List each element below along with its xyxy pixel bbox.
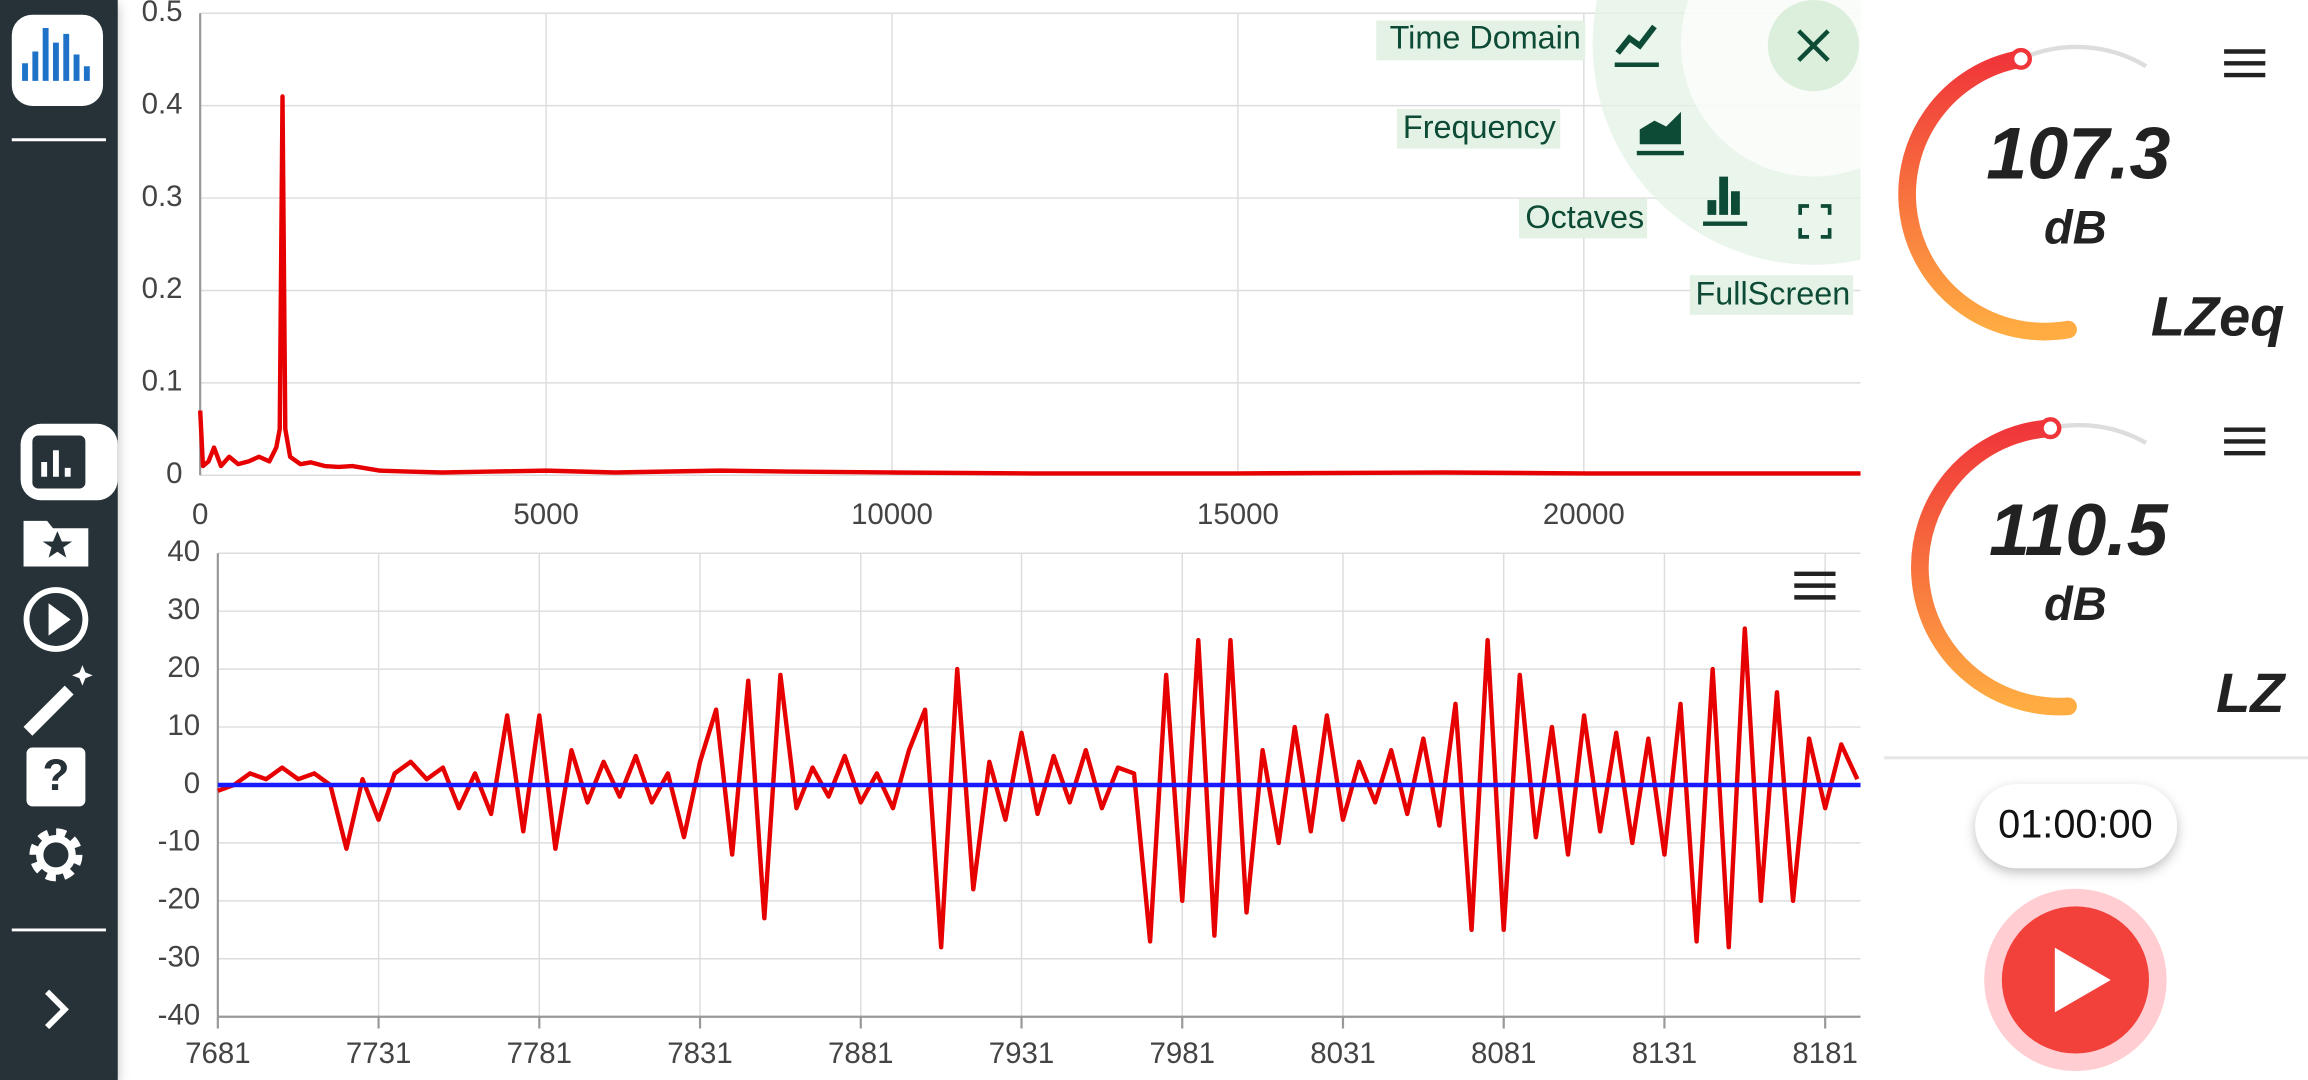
gauge-track (2020, 44, 2148, 69)
y-tick-label: 0.2 (142, 272, 183, 305)
y-tick-label: 0.5 (142, 0, 183, 28)
nav-help[interactable] (26, 747, 86, 807)
x-tick-label: 15000 (1197, 498, 1279, 531)
gauge-arc (1898, 50, 2077, 341)
y-tick-label: 30 (167, 593, 200, 626)
timer: 01:00:00 (1998, 802, 2153, 846)
x-tick-label: 8031 (1310, 1037, 1375, 1070)
x-tick-label: 8181 (1792, 1037, 1857, 1070)
menu-label-bg (1396, 108, 1561, 149)
y-tick-label: 0 (166, 457, 182, 490)
meter-panel: 107.3 dB LZeq 110.5 dB LZ 01:00:00 (1884, 44, 2308, 1072)
settings-icon (36, 835, 76, 875)
meter-unit: dB (2044, 200, 2107, 253)
menu-label-bg (1376, 20, 1586, 61)
meter: 110.5 dB LZ (1911, 417, 2286, 724)
y-tick-label: 0.3 (142, 180, 183, 213)
menu-item[interactable]: FullScreen (1696, 275, 1851, 311)
x-tick-label: 7731 (346, 1037, 411, 1070)
expand-button[interactable] (45, 989, 69, 1030)
y-tick-label: 20 (167, 651, 200, 684)
play-icon (2054, 947, 2111, 1013)
logo-bars (22, 27, 90, 81)
meter-value: 107.3 (1986, 111, 2170, 194)
y-tick-label: 0 (184, 767, 200, 800)
chart-menu: Time Domain Frequency Octaves FullScreen (1376, 0, 1861, 315)
gauge-knob (2039, 417, 2062, 440)
meter-label: LZ (2216, 661, 2286, 724)
play-icon (48, 603, 71, 636)
charts-icon (41, 450, 71, 477)
meter-value: 110.5 (1989, 488, 2169, 571)
x-tick-label: 10000 (851, 498, 933, 531)
data-line (217, 626, 1860, 950)
menu-item[interactable]: Time Domain (1390, 19, 1581, 55)
x-tick-label: 7881 (828, 1037, 893, 1070)
y-tick-label: 0.1 (142, 365, 183, 398)
close-icon (1797, 29, 1830, 62)
x-tick-label: 7981 (1150, 1037, 1215, 1070)
menu-item[interactable]: Frequency (1403, 109, 1557, 145)
x-tick-label: 20000 (1543, 498, 1625, 531)
gauge-arc (1911, 419, 2077, 716)
gauge-track (2049, 422, 2148, 445)
meter-menu[interactable] (2224, 49, 2266, 78)
sparkle-icon (72, 665, 93, 686)
menu-label-bg (1519, 198, 1648, 239)
x-tick-label: 7931 (989, 1037, 1054, 1070)
y-tick-label: -40 (158, 999, 201, 1032)
x-tick-label: 8131 (1632, 1037, 1697, 1070)
fullscreen-icon[interactable] (1798, 204, 1832, 239)
timer-pill[interactable] (1975, 784, 2177, 869)
y-tick-label: 10 (167, 709, 200, 742)
menu-item[interactable]: Octaves (1525, 199, 1644, 235)
data-line (197, 94, 1861, 476)
y-tick-label: 40 (167, 535, 200, 568)
help-icon: ? (42, 751, 69, 800)
sidebar: ? (0, 0, 118, 1080)
x-tick-label: 7831 (667, 1037, 732, 1070)
star-icon (42, 531, 73, 558)
meter: 107.3 dB LZeq (1898, 44, 2285, 348)
chart-options-button[interactable] (1794, 571, 1836, 600)
x-tick-label: 5000 (513, 498, 578, 531)
meter-unit: dB (2044, 577, 2107, 630)
nav-playback[interactable] (23, 587, 89, 652)
meter-label: LZeq (2151, 285, 2285, 348)
nav-tools[interactable] (23, 685, 74, 736)
x-tick-label: 0 (192, 498, 208, 531)
y-tick-label: -10 (158, 825, 201, 858)
gauge-knob (2009, 47, 2033, 70)
nav-settings[interactable] (29, 828, 83, 882)
x-tick-label: 8081 (1471, 1037, 1536, 1070)
y-tick-label: -20 (158, 883, 201, 916)
menu-label-bg (1689, 275, 1854, 315)
y-tick-label: 0.4 (142, 87, 183, 120)
time-domain-icon[interactable] (1615, 24, 1657, 55)
octaves-icon[interactable] (1707, 176, 1740, 215)
x-tick-label: 7781 (507, 1037, 572, 1070)
frequency-icon[interactable] (1639, 111, 1681, 145)
meter-menu[interactable] (2224, 427, 2266, 456)
x-tick-label: 7681 (185, 1037, 250, 1070)
y-tick-label: -30 (158, 941, 201, 974)
charts: 0 0.1 0.2 0.3 0.4 0.5 0 5000 10000 15000 20000 -40 -… (142, 0, 1861, 1070)
